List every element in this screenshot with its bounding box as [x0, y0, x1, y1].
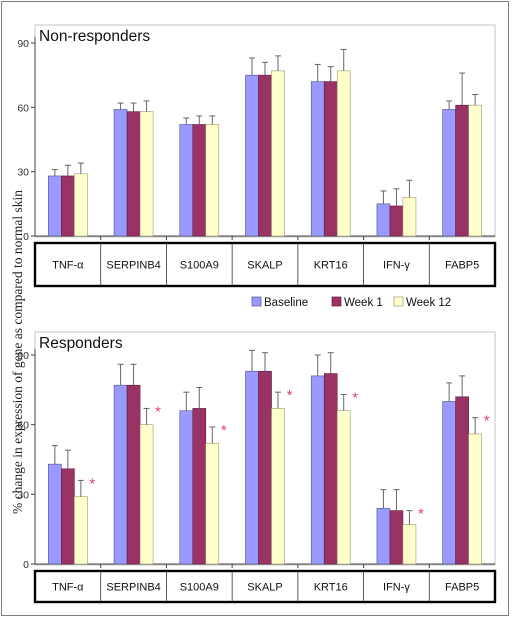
bar-week-12-skalp [271, 408, 285, 565]
bar-week-12-fabp5 [468, 104, 482, 237]
category-label-skalp: SKALP [247, 582, 282, 594]
y-tick-label: 0 [23, 559, 29, 571]
bar-week-12-s100a9 [205, 124, 220, 237]
legend: Baseline Week 1 Week 12 [251, 296, 451, 309]
significance-marker: * [287, 387, 293, 404]
bar-baseline-ifn [376, 203, 391, 237]
bar-week-12-krt16 [336, 410, 351, 565]
category-label-fabp5: FABP5 [445, 260, 479, 272]
category-box [33, 569, 497, 604]
bar-baseline-krt16 [310, 375, 325, 565]
legend-swatch-week-1 [331, 296, 342, 307]
bar-week-1-fabp5 [455, 396, 469, 565]
bar-week-1-tnf [61, 468, 75, 565]
legend-label-week-12: Week 12 [406, 297, 451, 309]
category-box [33, 241, 497, 288]
bar-week-1-fabp5 [455, 104, 469, 237]
bar-week-1-krt16 [323, 81, 338, 237]
legend-label-week-1: Week 1 [344, 297, 383, 309]
bar-baseline-s100a9 [179, 124, 194, 237]
category-label-serpinb4: SERPINB4 [106, 260, 160, 272]
chart-title: Responders [39, 335, 123, 352]
y-tick-label: 90 [17, 350, 29, 362]
bar-baseline-s100a9 [179, 410, 194, 565]
panel-non-responders: Non-responders 0 30 60 90 TNF-α SERPINB4 S100A9… [17, 24, 497, 288]
bar-week-12-tnf [74, 496, 88, 565]
y-tick-label: 0 [23, 231, 29, 243]
bar-week-1-ifn [389, 510, 404, 565]
bar-baseline-ifn [376, 507, 391, 565]
bar-week-12-s100a9 [205, 442, 220, 565]
bar-week-1-skalp [258, 74, 272, 237]
y-tick-label: 30 [17, 167, 29, 179]
significance-marker: * [418, 506, 424, 523]
significance-marker: * [352, 389, 358, 406]
significance-marker: * [89, 475, 95, 492]
bar-week-1-skalp [258, 370, 272, 565]
bar-week-12-fabp5 [468, 433, 482, 565]
bar-baseline-tnf [48, 175, 62, 237]
legend-swatch-week-12 [393, 296, 404, 307]
y-tick-label: 60 [17, 102, 29, 114]
bar-baseline-skalp [245, 370, 259, 565]
category-label-s100a9: S100A9 [180, 582, 219, 594]
bar-baseline-skalp [245, 74, 259, 237]
category-label-fabp5: FABP5 [445, 582, 479, 594]
significance-marker: * [155, 403, 161, 420]
bar-week-12-krt16 [336, 70, 351, 237]
bar-week-12-serpinb4 [139, 111, 154, 237]
category-label-krt16: KRT16 [314, 582, 348, 594]
bar-baseline-tnf [48, 463, 62, 565]
category-label-skalp: SKALP [247, 260, 282, 272]
bar-baseline-fabp5 [442, 109, 456, 237]
category-label-tnf: TNF-α [52, 260, 84, 272]
chart-title: Non-responders [39, 28, 150, 45]
bar-week-12-ifn [402, 524, 417, 565]
bar-week-1-krt16 [323, 373, 338, 565]
y-tick-label: 90 [17, 38, 29, 50]
bar-week-12-serpinb4 [139, 424, 154, 565]
category-label-s100a9: S100A9 [180, 260, 219, 272]
bar-week-1-s100a9 [192, 124, 207, 237]
category-label-krt16: KRT16 [314, 260, 348, 272]
bar-baseline-fabp5 [442, 401, 456, 565]
significance-marker: * [221, 422, 227, 439]
bar-week-1-serpinb4 [126, 384, 141, 565]
bar-baseline-krt16 [310, 81, 325, 237]
legend-swatch-baseline [251, 296, 262, 307]
legend-label-baseline: Baseline [264, 297, 308, 309]
bar-week-1-tnf [61, 175, 75, 237]
category-label-ifn: IFN-γ [383, 260, 410, 272]
panel-responders: Responders 0 30 60 90 * * * * * * * TNF-α SERPINB4 S10… [17, 331, 497, 604]
bar-week-12-tnf [74, 173, 88, 237]
bar-baseline-serpinb4 [113, 109, 128, 237]
bar-week-1-serpinb4 [126, 111, 141, 237]
bar-week-12-skalp [271, 70, 285, 237]
category-label-serpinb4: SERPINB4 [106, 582, 160, 594]
y-tick-label: 30 [17, 489, 29, 501]
bar-baseline-serpinb4 [113, 384, 128, 565]
y-axis-label: % change in expression of gene as compar… [10, 190, 25, 514]
significance-marker: * [484, 413, 490, 430]
bar-week-1-ifn [389, 205, 404, 237]
bar-week-12-ifn [402, 197, 417, 237]
category-label-tnf: TNF-α [52, 582, 84, 594]
bar-week-1-s100a9 [192, 408, 207, 565]
y-tick-label: 60 [17, 420, 29, 432]
category-label-ifn: IFN-γ [383, 582, 410, 594]
